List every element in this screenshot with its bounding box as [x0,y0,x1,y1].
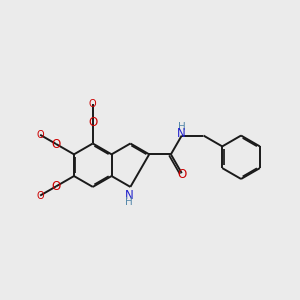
Text: O: O [36,130,44,140]
Text: O: O [89,99,97,110]
Text: N: N [177,127,186,140]
Text: O: O [177,168,186,181]
Text: O: O [36,190,44,201]
Text: N: N [124,189,133,202]
Text: H: H [178,122,186,132]
Text: O: O [52,180,61,193]
Text: O: O [52,137,61,151]
Text: H: H [125,197,133,207]
Text: O: O [88,116,98,129]
